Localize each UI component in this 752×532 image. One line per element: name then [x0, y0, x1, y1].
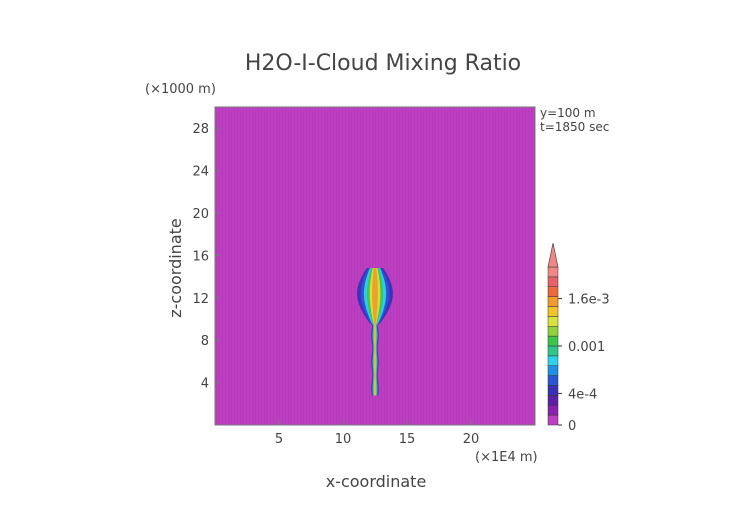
plot-frame [214, 106, 536, 426]
x-tick-label: 20 [463, 432, 480, 447]
y-tick-label: 28 [192, 122, 209, 137]
colorbar-swatch [547, 365, 559, 376]
y-axis-label: z-coordinate [166, 218, 185, 318]
y-axis-ticks: 4 8 12 16 20 24 28 [192, 122, 220, 392]
colorbar-swatch [547, 405, 559, 416]
y-tick-label: 8 [201, 334, 209, 349]
plume-contour-6 [372, 268, 378, 396]
x-axis-ticks: 5 10 15 20 [275, 420, 479, 447]
x-tick-label: 5 [275, 432, 283, 447]
colorbar-tick-label: 1.6e-3 [568, 293, 610, 308]
colorbar-swatch [547, 395, 559, 406]
y-unit-label: (×1000 m) [145, 82, 216, 97]
colorbar-swatch [547, 335, 559, 347]
colorbar-swatch [547, 306, 559, 317]
y-tick-label: 24 [192, 165, 209, 180]
colorbar-swatch [547, 345, 559, 357]
y-tick-label: 4 [201, 377, 209, 392]
colorbar-swatch [547, 326, 559, 337]
colorbar-tick-label: 0 [568, 419, 576, 434]
colorbar-swatch [547, 385, 559, 396]
y-tick-label: 20 [192, 207, 209, 222]
colorbar-swatch [547, 414, 559, 426]
x-tick-label: 10 [335, 432, 352, 447]
colorbar-tick-label: 4e-4 [568, 387, 597, 402]
x-unit-label: (×1E4 m) [475, 450, 538, 465]
colorbar-swatch [547, 355, 559, 366]
x-axis-label: x-coordinate [326, 472, 427, 491]
x-tick-label: 15 [399, 432, 416, 447]
plot-area [214, 106, 536, 426]
colorbar: 0 4e-4 0.001 1.6e-3 [547, 242, 610, 434]
colorbar-tick-label: 0.001 [568, 340, 605, 355]
y-tick-label: 16 [192, 249, 209, 264]
colorbar-swatch [547, 375, 559, 386]
colorbar-swatch [547, 296, 559, 307]
cloud-plume [357, 268, 393, 396]
colorbar-swatch [547, 286, 559, 297]
annotation-t: t=1850 sec [540, 120, 609, 134]
y-tick-label: 12 [192, 292, 209, 307]
chart-title: H2O-I-Cloud Mixing Ratio [245, 51, 521, 76]
colorbar-swatch [547, 276, 559, 287]
colorbar-swatch [547, 316, 559, 327]
colorbar-extend-arrow [547, 242, 559, 268]
annotation-y: y=100 m [540, 106, 596, 120]
colorbar-swatch [547, 266, 559, 278]
